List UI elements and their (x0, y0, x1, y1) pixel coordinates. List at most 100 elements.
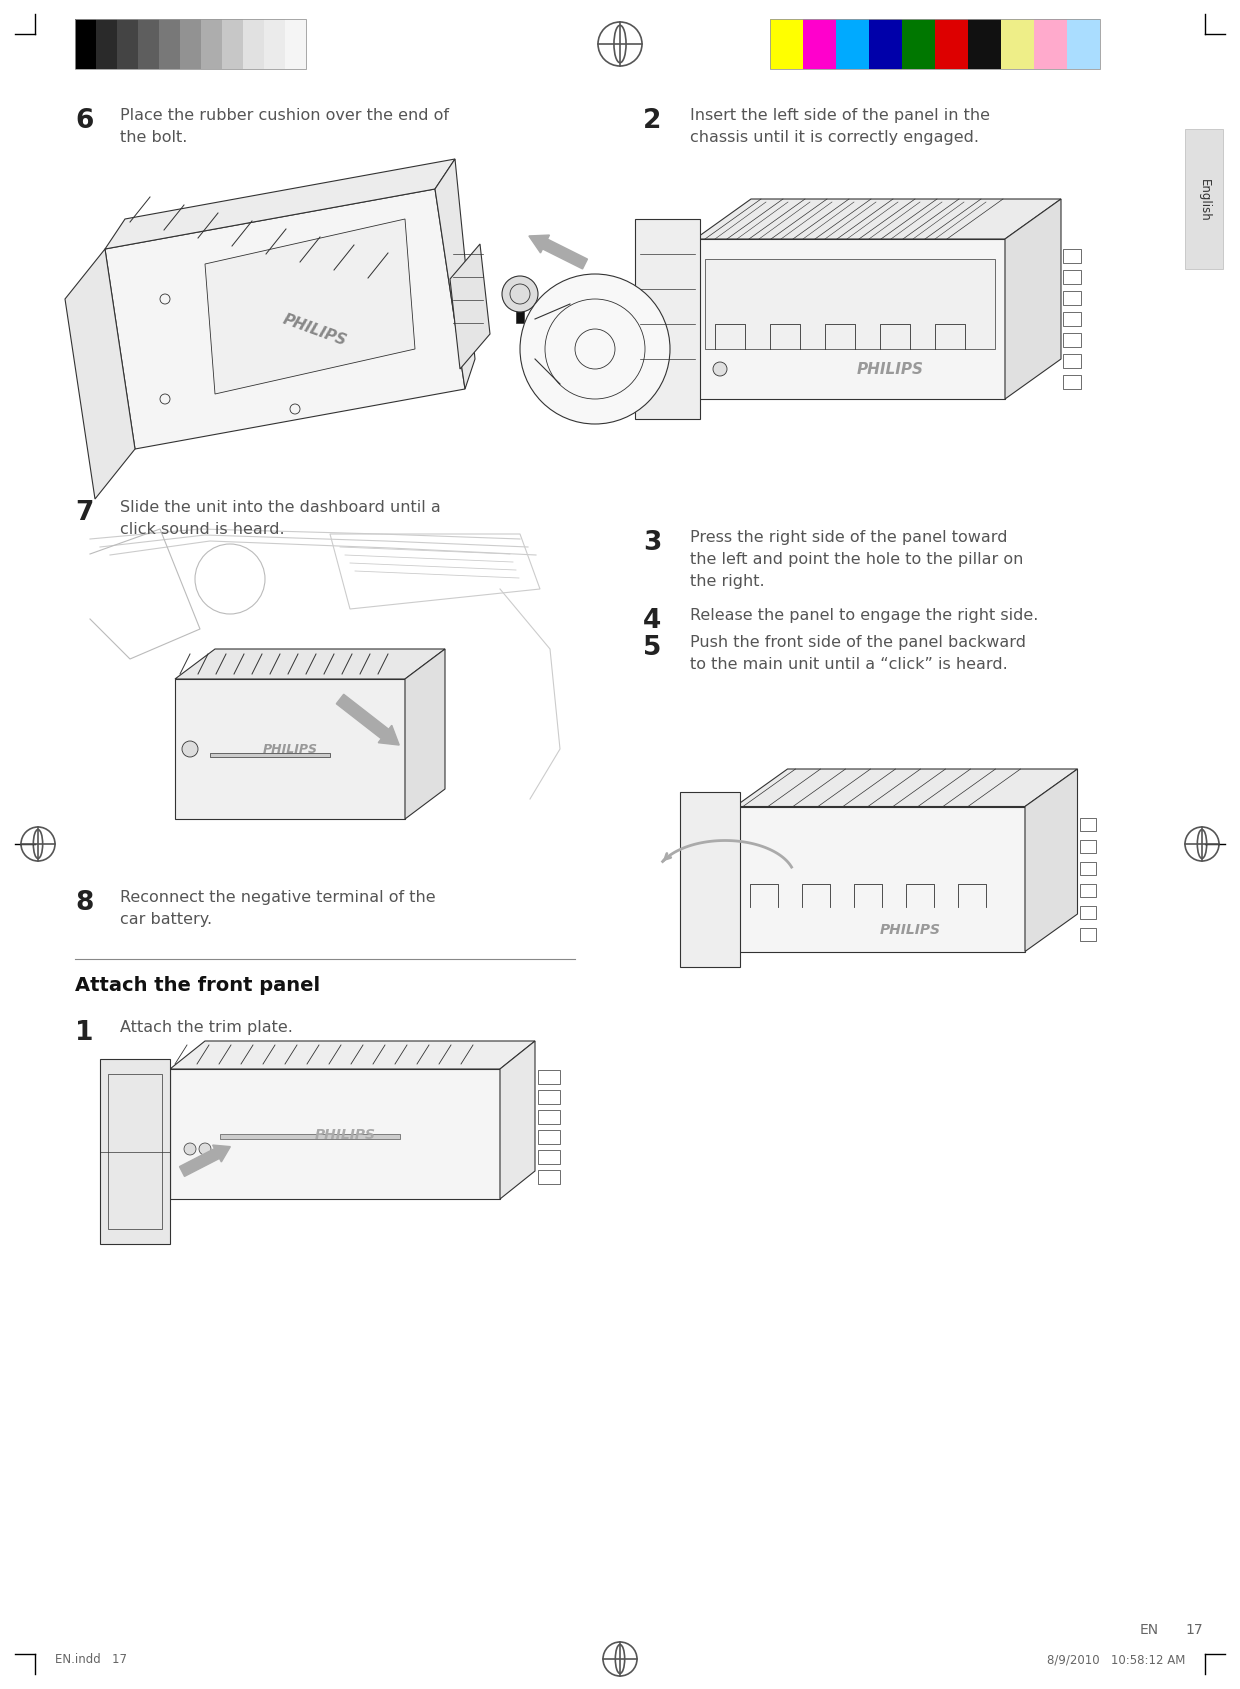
FancyArrow shape (336, 694, 399, 745)
Bar (516, 309, 525, 324)
Bar (538, 1130, 560, 1145)
Text: EN.indd   17: EN.indd 17 (55, 1652, 126, 1665)
Bar (968, 20, 1001, 69)
Text: 8/9/2010   10:58:12 AM: 8/9/2010 10:58:12 AM (1047, 1652, 1185, 1665)
Polygon shape (635, 220, 701, 421)
Polygon shape (694, 199, 1061, 240)
Polygon shape (205, 220, 415, 395)
Polygon shape (735, 807, 1025, 953)
Bar (138, 20, 159, 69)
Bar (706, 260, 994, 350)
Bar (869, 20, 901, 69)
Bar (538, 1071, 560, 1084)
Bar (108, 1074, 162, 1230)
Bar (180, 20, 201, 69)
Bar (201, 20, 222, 69)
Text: the right.: the right. (689, 574, 765, 589)
Text: the left and point the hole to the pillar on: the left and point the hole to the pilla… (689, 552, 1023, 568)
Bar (538, 1091, 560, 1105)
Text: Attach the trim plate.: Attach the trim plate. (120, 1020, 293, 1034)
Bar (1063, 355, 1081, 368)
Polygon shape (450, 245, 490, 370)
Bar (1185, 130, 1223, 270)
Bar (538, 1170, 560, 1184)
Text: 8: 8 (74, 890, 93, 915)
Text: Attach the front panel: Attach the front panel (74, 976, 320, 995)
Bar (538, 1150, 560, 1164)
Bar (1080, 817, 1095, 831)
Bar (1063, 292, 1081, 306)
Bar (264, 20, 285, 69)
Bar (1063, 250, 1081, 263)
Text: 4: 4 (644, 608, 661, 633)
Circle shape (182, 741, 198, 758)
Text: Insert the left side of the panel in the: Insert the left side of the panel in the (689, 108, 990, 123)
Bar (1001, 20, 1034, 69)
Bar (100, 1059, 170, 1245)
Bar (836, 20, 869, 69)
Polygon shape (694, 240, 1004, 400)
Bar (117, 20, 138, 69)
Text: 5: 5 (644, 635, 661, 660)
Polygon shape (105, 189, 465, 449)
Bar (1080, 905, 1095, 919)
Text: PHILIPS: PHILIPS (315, 1127, 376, 1142)
Bar (210, 753, 330, 758)
Text: 17: 17 (1185, 1621, 1203, 1637)
Bar (243, 20, 264, 69)
Polygon shape (175, 650, 445, 679)
Bar (219, 1135, 401, 1140)
Circle shape (184, 1143, 196, 1155)
Text: Slide the unit into the dashboard until a: Slide the unit into the dashboard until … (120, 500, 440, 515)
Text: Place the rubber cushion over the end of: Place the rubber cushion over the end of (120, 108, 449, 123)
Bar (1063, 375, 1081, 390)
Bar (1080, 839, 1095, 853)
Bar (1080, 883, 1095, 897)
FancyArrow shape (529, 236, 588, 270)
Bar (770, 20, 804, 69)
Text: PHILIPS: PHILIPS (879, 922, 940, 936)
Text: click sound is heard.: click sound is heard. (120, 522, 285, 537)
Bar (770, 20, 1100, 69)
Bar (804, 20, 836, 69)
Text: car battery.: car battery. (120, 912, 212, 927)
Text: 2: 2 (644, 108, 661, 133)
Text: PHILIPS: PHILIPS (263, 743, 317, 757)
Bar (74, 20, 95, 69)
Polygon shape (735, 770, 1078, 807)
Text: EN: EN (1140, 1621, 1159, 1637)
Circle shape (713, 363, 727, 377)
Bar (1063, 312, 1081, 326)
Bar (538, 1110, 560, 1125)
Text: 6: 6 (74, 108, 93, 133)
Circle shape (520, 275, 670, 424)
Text: 7: 7 (74, 500, 93, 525)
Text: Reconnect the negative terminal of the: Reconnect the negative terminal of the (120, 890, 435, 905)
Polygon shape (1025, 770, 1078, 953)
Bar (1063, 270, 1081, 285)
Text: PHILIPS: PHILIPS (857, 361, 924, 377)
FancyArrow shape (180, 1145, 231, 1177)
Text: Press the right side of the panel toward: Press the right side of the panel toward (689, 530, 1007, 544)
Bar (1063, 334, 1081, 348)
Bar (1034, 20, 1066, 69)
Text: English: English (1198, 179, 1210, 221)
Text: 1: 1 (74, 1020, 93, 1045)
Polygon shape (1004, 199, 1061, 400)
Text: 3: 3 (644, 530, 661, 556)
Bar (222, 20, 243, 69)
Circle shape (502, 277, 538, 312)
Text: chassis until it is correctly engaged.: chassis until it is correctly engaged. (689, 130, 980, 145)
Text: the bolt.: the bolt. (120, 130, 187, 145)
Polygon shape (500, 1042, 534, 1199)
Polygon shape (170, 1042, 534, 1069)
Bar (95, 20, 117, 69)
Polygon shape (405, 650, 445, 819)
Bar (285, 20, 306, 69)
Text: PHILIPS: PHILIPS (281, 311, 348, 348)
Polygon shape (680, 792, 740, 966)
Polygon shape (435, 160, 475, 390)
Bar (170, 1069, 500, 1199)
Bar (935, 20, 968, 69)
Bar (901, 20, 935, 69)
